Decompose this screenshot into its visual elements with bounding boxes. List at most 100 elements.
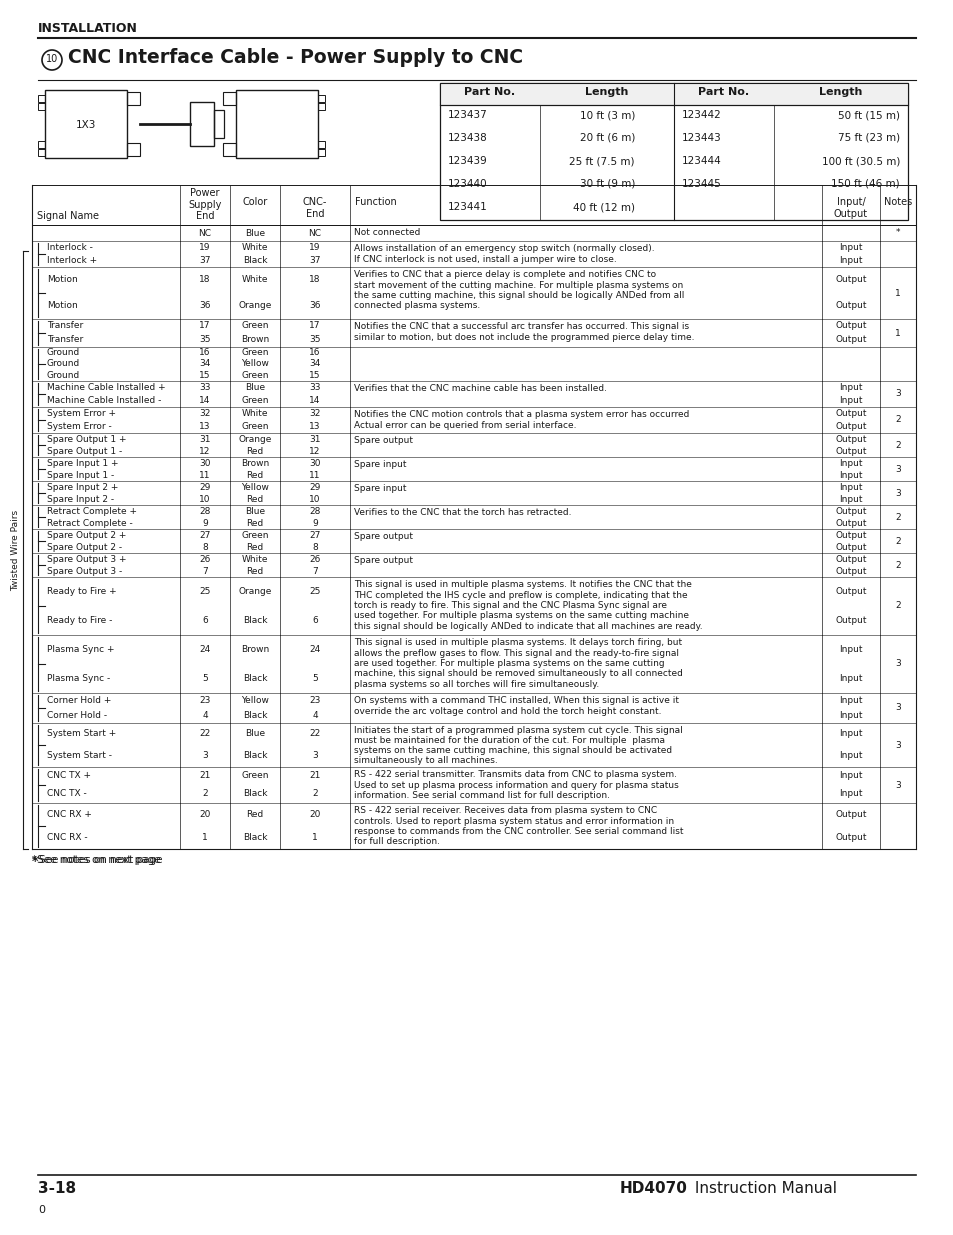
Text: 3: 3 xyxy=(894,489,900,498)
Text: Input: Input xyxy=(839,711,862,720)
Text: 30: 30 xyxy=(199,458,211,468)
Text: 34: 34 xyxy=(309,359,320,368)
Bar xyxy=(317,103,325,110)
Text: 2: 2 xyxy=(894,536,900,546)
Text: Initiates the start of a programmed plasma system cut cycle. This signal: Initiates the start of a programmed plas… xyxy=(354,726,682,735)
Text: Input: Input xyxy=(839,674,862,683)
Text: White: White xyxy=(241,555,268,563)
Text: White: White xyxy=(241,275,268,284)
Text: White: White xyxy=(241,243,268,252)
Text: CNC RX +: CNC RX + xyxy=(47,810,91,819)
Text: Output: Output xyxy=(835,409,866,417)
Text: 10: 10 xyxy=(46,54,58,64)
Text: Output: Output xyxy=(835,587,866,597)
Text: 2: 2 xyxy=(894,601,900,610)
Text: 31: 31 xyxy=(199,435,211,443)
Text: Part No.: Part No. xyxy=(464,86,515,98)
Text: 18: 18 xyxy=(309,275,320,284)
Text: 1X3: 1X3 xyxy=(75,120,96,130)
Text: 32: 32 xyxy=(309,409,320,417)
Text: 2: 2 xyxy=(894,513,900,521)
Text: 35: 35 xyxy=(309,336,320,345)
Text: 24: 24 xyxy=(309,645,320,655)
Text: 9: 9 xyxy=(202,519,208,527)
Text: 1: 1 xyxy=(202,832,208,842)
Text: Interlock -: Interlock - xyxy=(47,243,92,252)
Text: Actual error can be queried from serial interface.: Actual error can be queried from serial … xyxy=(354,420,576,430)
Text: Input: Input xyxy=(839,383,862,391)
Text: similar to motion, but does not include the programmed pierce delay time.: similar to motion, but does not include … xyxy=(354,332,694,342)
Text: Green: Green xyxy=(241,321,269,331)
Text: Input: Input xyxy=(839,471,862,479)
Text: 9: 9 xyxy=(312,519,317,527)
Text: 3: 3 xyxy=(894,464,900,473)
Text: Green: Green xyxy=(241,348,269,357)
Text: 123438: 123438 xyxy=(448,133,487,143)
Text: allows the preflow gases to flow. This signal and the ready-to-fire signal: allows the preflow gases to flow. This s… xyxy=(354,648,679,657)
Text: 16: 16 xyxy=(199,348,211,357)
Bar xyxy=(439,83,907,220)
Text: Instruction Manual: Instruction Manual xyxy=(689,1181,836,1195)
Text: Output: Output xyxy=(835,567,866,576)
Text: 14: 14 xyxy=(309,396,320,405)
Text: 0: 0 xyxy=(38,1205,45,1215)
Text: 13: 13 xyxy=(309,422,320,431)
Text: Machine Cable Installed +: Machine Cable Installed + xyxy=(47,383,166,391)
Text: Part No.: Part No. xyxy=(698,86,749,98)
Text: Ground: Ground xyxy=(47,359,80,368)
Text: CNC TX +: CNC TX + xyxy=(47,772,91,781)
Text: Spare Output 2 -: Spare Output 2 - xyxy=(47,542,122,552)
Bar xyxy=(32,185,915,225)
Text: Allows installation of an emergency stop switch (normally closed).: Allows installation of an emergency stop… xyxy=(354,245,654,253)
Text: System Error -: System Error - xyxy=(47,422,112,431)
Text: 6: 6 xyxy=(202,616,208,625)
Text: 8: 8 xyxy=(312,542,317,552)
Text: Blue: Blue xyxy=(245,730,265,739)
Text: Black: Black xyxy=(242,752,267,761)
Text: Green: Green xyxy=(241,370,269,380)
Text: Black: Black xyxy=(242,711,267,720)
Text: RS - 422 serial receiver. Receives data from plasma system to CNC: RS - 422 serial receiver. Receives data … xyxy=(354,806,657,815)
Text: Twisted Wire Pairs: Twisted Wire Pairs xyxy=(11,509,20,590)
Text: Plasma Sync +: Plasma Sync + xyxy=(47,645,114,655)
Text: 100 ft (30.5 m): 100 ft (30.5 m) xyxy=(821,156,899,165)
Text: Not connected: Not connected xyxy=(354,228,420,237)
Text: Yellow: Yellow xyxy=(241,697,269,705)
Text: Spare input: Spare input xyxy=(354,459,406,469)
Text: 12: 12 xyxy=(199,447,211,456)
Text: 1: 1 xyxy=(894,289,900,298)
Text: for full description.: for full description. xyxy=(354,837,439,846)
Bar xyxy=(235,90,317,158)
Text: Brown: Brown xyxy=(240,458,269,468)
Text: 19: 19 xyxy=(309,243,320,252)
Text: 20: 20 xyxy=(309,810,320,819)
Bar xyxy=(317,149,325,156)
Bar xyxy=(38,149,45,156)
Text: 2: 2 xyxy=(894,561,900,569)
Text: Spare Input 1 +: Spare Input 1 + xyxy=(47,458,118,468)
Text: 20 ft (6 m): 20 ft (6 m) xyxy=(579,133,635,143)
Text: Red: Red xyxy=(246,494,263,504)
Text: Input: Input xyxy=(839,243,862,252)
Text: Verifies that the CNC machine cable has been installed.: Verifies that the CNC machine cable has … xyxy=(354,384,606,393)
Text: Spare Input 1 -: Spare Input 1 - xyxy=(47,471,114,479)
Text: 12: 12 xyxy=(309,447,320,456)
Text: NC: NC xyxy=(308,228,321,237)
Text: Brown: Brown xyxy=(240,645,269,655)
Bar xyxy=(38,141,45,148)
Text: White: White xyxy=(241,409,268,417)
Text: 123442: 123442 xyxy=(681,110,721,120)
Text: Blue: Blue xyxy=(245,228,265,237)
Text: Spare Output 1 +: Spare Output 1 + xyxy=(47,435,127,443)
Text: Spare output: Spare output xyxy=(354,436,413,445)
Text: Retract Complete +: Retract Complete + xyxy=(47,506,137,515)
Text: Output: Output xyxy=(835,301,866,310)
Bar xyxy=(38,95,45,103)
Text: Input: Input xyxy=(839,483,862,492)
Text: 37: 37 xyxy=(309,256,320,266)
Text: Output: Output xyxy=(835,531,866,540)
Text: Red: Red xyxy=(246,447,263,456)
Text: HD4070: HD4070 xyxy=(619,1181,687,1195)
Text: 20: 20 xyxy=(199,810,211,819)
Text: Spare output: Spare output xyxy=(354,532,413,541)
